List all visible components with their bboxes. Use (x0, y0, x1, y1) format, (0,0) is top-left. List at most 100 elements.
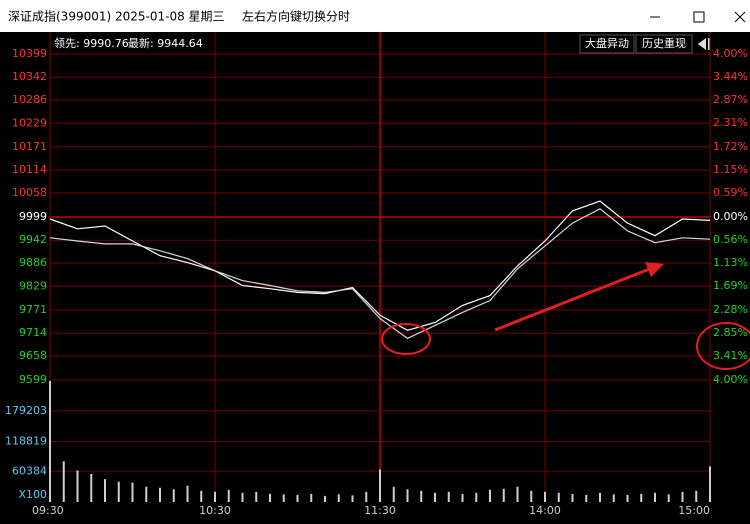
volume-bar (695, 490, 698, 502)
y-axis-unit: X100 (18, 488, 47, 501)
y-tick-label: 60384 (12, 464, 47, 477)
title-bar (0, 0, 750, 32)
volume-bar (117, 481, 120, 502)
hint: 左右方向键切换分时 (242, 9, 350, 24)
volume-bar (172, 489, 175, 502)
volume-bar (571, 493, 574, 502)
volume-bar (227, 489, 230, 502)
volume-bar (420, 490, 423, 502)
y-tick-label: 10171 (12, 140, 47, 153)
y2-tick-label: 1.13% (713, 256, 748, 269)
volume-bar (296, 494, 299, 502)
volume-bar (530, 490, 533, 502)
volume-bar (681, 491, 684, 502)
arrow-head (645, 262, 664, 277)
y-tick-label: 9942 (19, 233, 47, 246)
volume-bar (365, 491, 368, 502)
volume-bar (324, 495, 326, 502)
volume-bar (599, 492, 601, 502)
price-line (49, 200, 711, 331)
y2-tick-label: 0.59% (713, 186, 748, 199)
button-frame[interactable] (579, 34, 635, 54)
volume-bar (544, 491, 546, 502)
volume-bar (612, 494, 615, 502)
volume-bar (379, 469, 381, 502)
close-button[interactable] (734, 11, 746, 23)
y-tick-label: 118819 (5, 435, 47, 448)
volume-bar (241, 492, 244, 502)
volume-bar (186, 485, 189, 502)
volume-bar (145, 486, 148, 502)
y-tick-label: 179203 (5, 404, 47, 417)
circle-annotation (696, 322, 750, 370)
volume-bar (447, 491, 450, 502)
y-tick-label: 9658 (19, 349, 47, 362)
y2-tick-label: 0.56% (713, 233, 748, 246)
circle-annotation (381, 323, 431, 355)
volume-bar (310, 493, 313, 502)
volume-bar (282, 494, 285, 502)
volume-bar (392, 486, 395, 502)
volume-bar (214, 491, 216, 502)
y-tick-label: 10342 (12, 70, 47, 83)
y2-tick-label: 1.72% (713, 140, 748, 153)
y2-tick-label: 2.87% (713, 93, 748, 106)
volume-bar (654, 492, 656, 502)
y2-tick-label: 4.00% (713, 373, 748, 386)
volume-bar (76, 470, 79, 502)
volume-bar (585, 494, 588, 502)
button[interactable]: 大盘异动 (585, 36, 629, 50)
y2-tick-label: 1.15% (713, 163, 748, 176)
volume-bar (626, 494, 629, 502)
volume-bar (516, 486, 519, 502)
maximize-button[interactable] (693, 11, 705, 23)
volume-bar (337, 494, 340, 502)
y2-tick-label: 2.31% (713, 116, 748, 129)
y-tick-label: 9599 (19, 373, 47, 386)
y2-tick-label: 2.28% (713, 303, 748, 316)
back-icon[interactable] (698, 38, 710, 50)
volume-bar (489, 489, 491, 502)
y-tick-label: 9829 (19, 279, 47, 292)
volume-bar (709, 466, 711, 502)
y2-tick-label: 0.00% (713, 210, 748, 223)
leader-info: 领先: 9990.76 (54, 37, 129, 50)
y2-tick-label: 4.00% (713, 47, 748, 60)
y2-tick-label: 3.44% (713, 70, 748, 83)
y-tick-label: 9714 (19, 326, 47, 339)
y-tick-label: 10286 (12, 93, 47, 106)
volume-bar (269, 493, 271, 502)
arrow (494, 266, 653, 332)
volume-bar (434, 492, 436, 502)
y-tick-label: 10229 (12, 116, 47, 129)
volume-bar (131, 482, 134, 502)
price-line (49, 208, 711, 340)
y-tick-label: 10058 (12, 186, 47, 199)
x-tick-label: 15:00 (678, 504, 710, 517)
volume-bar (461, 493, 464, 502)
x-tick-label: 14:00 (529, 504, 561, 517)
volume-bar (200, 490, 203, 502)
y-tick-label: 9886 (19, 256, 47, 269)
y-tick-label: 10114 (12, 163, 47, 176)
volume-bar (502, 488, 505, 502)
y-tick-label: 9999 (19, 210, 47, 223)
volume-bar (406, 489, 409, 502)
y2-tick-label: 3.41% (713, 349, 748, 362)
volume-bar (49, 381, 51, 502)
volume-bar (351, 495, 354, 502)
x-tick-label: 10:30 (199, 504, 231, 517)
volume-bar (667, 494, 670, 502)
y2-tick-label: 2.85% (713, 326, 748, 339)
volume-bar (90, 474, 93, 502)
volume-bar (475, 492, 478, 502)
x-tick-label: 11:30 (364, 504, 396, 517)
volume-bar (159, 487, 161, 502)
button-frame[interactable] (635, 34, 693, 54)
volume-bar (255, 491, 258, 502)
button[interactable]: 历史重现 (642, 36, 686, 50)
volume-bar (557, 492, 560, 502)
latest-info: 最新: 9944.64 (128, 36, 203, 50)
x-tick-label: 09:30 (32, 504, 64, 517)
